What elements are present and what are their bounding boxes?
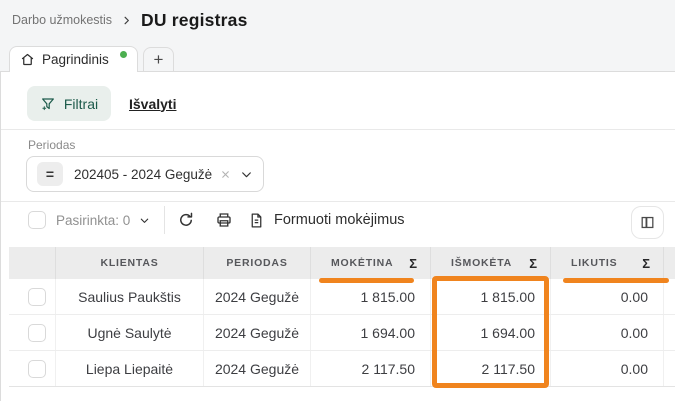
selected-count-dropdown[interactable]: Pasirinkta: 0	[56, 207, 150, 233]
chevron-right-icon	[121, 15, 132, 26]
table-row[interactable]: Liepa Liepaitė 2024 Gegužė 2 117.50 2 11…	[9, 351, 675, 387]
cell-klientas: Saulius Paukštis	[56, 279, 204, 314]
refresh-button[interactable]	[174, 208, 198, 232]
table-header-row: KLIENTAS PERIODAS MOKĖTINA Σ IŠMOKĖTA Σ …	[9, 247, 675, 279]
cell-klientas: Ugnė Saulytė	[56, 315, 204, 350]
document-icon	[248, 212, 265, 229]
cell-ismoketa: 1 815.00	[431, 279, 551, 314]
cell-moketina: 1 694.00	[311, 315, 431, 350]
cell-likutis: 0.00	[551, 351, 664, 386]
columns-icon	[639, 214, 656, 231]
table-row[interactable]: Saulius Paukštis 2024 Gegužė 1 815.00 1 …	[9, 279, 675, 315]
tab-pagrindinis[interactable]: Pagrindinis	[9, 46, 138, 72]
content-panel: Filtrai Išvalyti Periodas = 202405 - 202…	[0, 71, 675, 401]
tab-status-dot	[120, 51, 127, 58]
sum-icon[interactable]: Σ	[409, 255, 417, 271]
cell-likutis: 0.00	[551, 315, 664, 350]
cell-moketina: 1 815.00	[311, 279, 431, 314]
cell-periodas: 2024 Gegužė	[204, 315, 311, 350]
plus-icon: +	[153, 50, 164, 69]
header-periodas[interactable]: PERIODAS	[204, 247, 311, 279]
page-title: DU registras	[141, 9, 248, 30]
printer-icon	[215, 211, 233, 229]
add-tab-button[interactable]: +	[143, 47, 174, 72]
header-klientas[interactable]: KLIENTAS	[56, 247, 204, 279]
cell-periodas: 2024 Gegužė	[204, 279, 311, 314]
divider	[164, 206, 165, 234]
row-checkbox[interactable]	[28, 323, 46, 342]
cell-moketina: 2 117.50	[311, 351, 431, 386]
filters-button-label: Filtrai	[63, 95, 99, 112]
select-all-checkbox[interactable]	[28, 211, 46, 229]
filters-button[interactable]: Filtrai	[27, 86, 111, 121]
period-filter-input[interactable]: = 202405 - 2024 Gegužė	[26, 156, 264, 192]
clear-value-icon[interactable]	[220, 169, 231, 180]
cell-ismoketa: 1 694.00	[431, 315, 551, 350]
header-spill-cell	[664, 247, 675, 279]
refresh-icon	[177, 211, 195, 229]
header-moketina[interactable]: MOKĖTINA Σ	[311, 247, 431, 279]
row-checkbox[interactable]	[28, 287, 46, 306]
row-checkbox[interactable]	[28, 359, 46, 378]
du-register-table: KLIENTAS PERIODAS MOKĖTINA Σ IŠMOKĖTA Σ …	[9, 247, 675, 387]
divider	[1, 129, 675, 130]
header-likutis[interactable]: LIKUTIS Σ	[551, 247, 664, 279]
filter-funnel-icon	[40, 96, 56, 112]
chevron-down-icon[interactable]	[240, 168, 253, 181]
selected-count-label: Pasirinkta: 0	[56, 212, 131, 228]
table-row[interactable]: Ugnė Saulytė 2024 Gegužė 1 694.00 1 694.…	[9, 315, 675, 351]
sum-icon[interactable]: Σ	[642, 255, 650, 271]
clear-filters-link[interactable]: Išvalyti	[129, 95, 177, 112]
tab-label: Pagrindinis	[42, 52, 109, 67]
divider	[1, 201, 675, 202]
sum-icon[interactable]: Σ	[529, 255, 537, 271]
period-filter-label: Periodas	[28, 138, 76, 152]
home-icon	[20, 52, 35, 67]
cell-periodas: 2024 Gegužė	[204, 351, 311, 386]
period-filter-value: 202405 - 2024 Gegužė	[74, 166, 213, 182]
chevron-down-icon	[139, 215, 150, 226]
cell-likutis: 0.00	[551, 279, 664, 314]
header-ismoketa[interactable]: IŠMOKĖTA Σ	[431, 247, 551, 279]
column-settings-button[interactable]	[631, 206, 664, 239]
form-payments-label: Formuoti mokėjimus	[274, 212, 405, 228]
filter-operator-chip[interactable]: =	[37, 162, 63, 186]
header-checkbox-cell	[9, 247, 56, 279]
breadcrumb-parent-link[interactable]: Darbo užmokestis	[12, 13, 113, 27]
cell-ismoketa: 2 117.50	[431, 351, 551, 386]
cell-klientas: Liepa Liepaitė	[56, 351, 204, 386]
print-button[interactable]	[212, 208, 236, 232]
form-payments-button[interactable]: Formuoti mokėjimus	[248, 207, 405, 233]
breadcrumb: Darbo užmokestis DU registras	[12, 7, 248, 33]
